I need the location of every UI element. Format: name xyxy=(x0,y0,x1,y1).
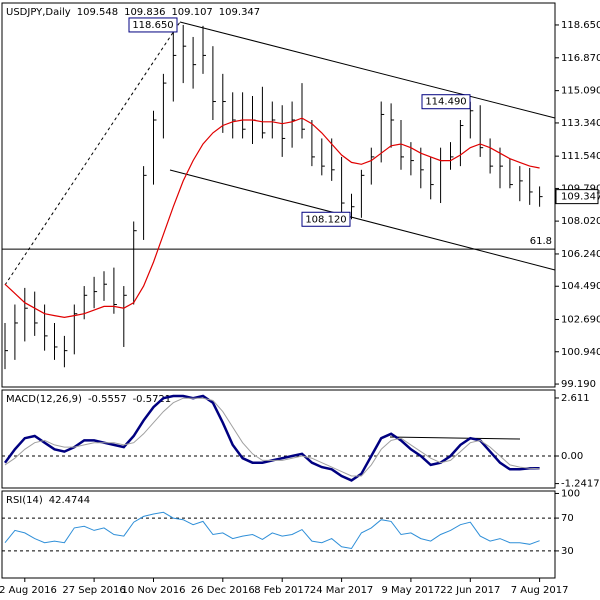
y-tick-label: 104.490 xyxy=(561,281,600,292)
panel-title: MACD(12,26,9) xyxy=(6,394,82,405)
x-tick-label: 7 Aug 2017 xyxy=(511,585,569,596)
annotation-box xyxy=(128,17,178,33)
panel-title: RSI(14) xyxy=(6,495,43,506)
macd-panel xyxy=(1,389,556,489)
header-value: 109.548 xyxy=(77,7,118,18)
annotation-box xyxy=(301,211,351,227)
panel-header: USDJPY,Daily 109.548 109.836 109.107 109.347 xyxy=(6,7,260,18)
y-tick-label: 0.00 xyxy=(561,451,583,462)
rsi-panel xyxy=(1,490,556,579)
y-tick-label: 108.020 xyxy=(561,216,600,227)
y-tick-label: 111.540 xyxy=(561,151,600,162)
x-tick-label: 27 Sep 2016 xyxy=(62,585,125,596)
annotation-label: 114.490 xyxy=(425,97,466,108)
x-tick-label: 26 Dec 2016 xyxy=(191,585,255,596)
y-tick-label: 118.650 xyxy=(561,20,600,31)
annotation-label: 118.650 xyxy=(132,20,173,31)
x-tick-label: 10 Nov 2016 xyxy=(121,585,185,596)
annotation-box xyxy=(421,94,471,110)
y-tick-label: 2.611 xyxy=(561,393,590,404)
y-tick-label: 30 xyxy=(561,546,574,557)
y-tick-label: 102.690 xyxy=(561,314,600,325)
y-tick-label: 99.190 xyxy=(561,379,596,390)
header-value: -0.5721 xyxy=(133,394,172,405)
indicator-line xyxy=(4,511,540,550)
moving-average xyxy=(4,117,540,319)
last-price-box xyxy=(555,189,599,205)
y-tick-label: -1.2417 xyxy=(561,479,600,490)
macd-trendline xyxy=(389,436,521,440)
x-tick-label: 22 Jun 2017 xyxy=(440,585,500,596)
panel-title: USDJPY,Daily xyxy=(6,7,71,18)
x-tick-label: 24 Mar 2017 xyxy=(310,585,373,596)
dotted-trendline xyxy=(4,21,181,286)
panel-header: RSI(14) 42.4744 xyxy=(6,495,90,506)
header-value: -0.5557 xyxy=(88,394,127,405)
x-tick-label: 8 Feb 2017 xyxy=(254,585,310,596)
y-tick-label: 116.870 xyxy=(561,53,600,64)
x-tick-label: 12 Aug 2016 xyxy=(0,585,57,596)
panel-header: MACD(12,26,9) -0.5557 -0.5721 xyxy=(6,394,171,405)
header-value: 109.107 xyxy=(171,7,212,18)
y-tick-label: 106.240 xyxy=(561,249,600,260)
indicator-line xyxy=(4,397,540,477)
y-tick-label: 109.790 xyxy=(561,183,600,194)
channel-upper xyxy=(179,21,556,119)
y-tick-label: 100.940 xyxy=(561,347,600,358)
header-value: 109.836 xyxy=(124,7,165,18)
last-price-label: 109.347 xyxy=(561,192,600,203)
price-panel xyxy=(1,2,556,388)
annotation-label: 108.120 xyxy=(305,214,346,225)
y-tick-label: 70 xyxy=(561,513,574,524)
y-tick-label: 113.340 xyxy=(561,118,600,129)
x-tick-label: 9 May 2017 xyxy=(381,585,440,596)
header-value: 109.347 xyxy=(219,7,260,18)
fib-label: 61.8 xyxy=(530,236,552,247)
y-tick-label: 100 xyxy=(561,488,580,499)
y-tick-label: 115.090 xyxy=(561,86,600,97)
channel-lower xyxy=(169,169,556,271)
header-value: 42.4744 xyxy=(49,495,90,506)
